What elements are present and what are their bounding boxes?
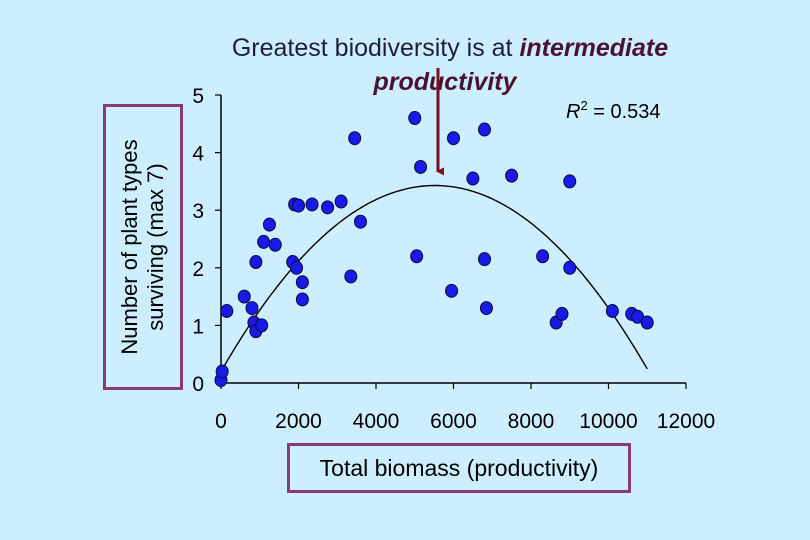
fit-curve xyxy=(220,184,648,372)
data-point xyxy=(478,122,491,137)
x-tick-label: 8000 xyxy=(508,410,555,433)
x-axis-label-text: Total biomass (productivity) xyxy=(319,454,599,481)
title-emphasis-productivity: productivity xyxy=(373,68,517,96)
title-emphasis-intermediate: intermediate xyxy=(519,34,669,62)
data-point xyxy=(478,252,491,267)
data-point xyxy=(220,304,234,318)
data-point xyxy=(605,304,619,318)
data-point xyxy=(414,160,428,174)
data-point xyxy=(555,306,569,321)
data-point xyxy=(344,269,358,284)
data-point xyxy=(292,198,305,213)
x-tick-label: 12000 xyxy=(657,410,715,433)
data-point xyxy=(408,111,422,126)
y-tick-label: 5 xyxy=(192,85,204,108)
data-point xyxy=(249,255,263,270)
data-point xyxy=(354,214,367,229)
title-plain-text: Greatest biodiversity is at xyxy=(231,34,520,62)
y-tick-label: 0 xyxy=(192,373,204,396)
x-tick-label: 4000 xyxy=(353,410,400,433)
data-point xyxy=(255,318,269,333)
data-point xyxy=(268,237,282,252)
data-point xyxy=(505,168,519,183)
data-point xyxy=(447,131,460,146)
data-point xyxy=(215,364,229,379)
y-tick-label: 1 xyxy=(192,315,204,338)
y-tick-label: 3 xyxy=(192,200,204,223)
data-point xyxy=(257,234,271,249)
data-point xyxy=(237,289,251,304)
data-point xyxy=(321,200,335,215)
x-tick-label: 0 xyxy=(215,410,227,433)
r-squared-annotation: R2 = 0.534 xyxy=(566,98,661,123)
data-point xyxy=(445,283,459,298)
x-tick-label: 10000 xyxy=(579,410,637,433)
data-point xyxy=(479,301,493,316)
x-axis-label: Total biomass (productivity) xyxy=(287,443,631,493)
data-point xyxy=(262,217,276,232)
data-point xyxy=(245,301,259,316)
data-point xyxy=(290,260,304,275)
y-axis-label-frame xyxy=(103,104,183,390)
x-tick-label: 6000 xyxy=(430,410,477,433)
data-point xyxy=(295,292,309,307)
data-point xyxy=(295,275,309,290)
data-point xyxy=(466,171,480,186)
data-point xyxy=(536,249,550,264)
data-point xyxy=(640,315,654,330)
x-tick-label: 2000 xyxy=(275,410,322,433)
y-tick-label: 2 xyxy=(192,258,204,281)
data-point xyxy=(563,174,577,189)
data-point xyxy=(305,197,319,212)
chart-title: Greatest biodiversity is at intermediate xyxy=(150,30,750,66)
data-point xyxy=(334,194,348,209)
data-point xyxy=(410,249,424,264)
y-tick-label: 4 xyxy=(192,143,204,166)
data-point xyxy=(348,131,362,146)
data-point xyxy=(563,260,577,275)
